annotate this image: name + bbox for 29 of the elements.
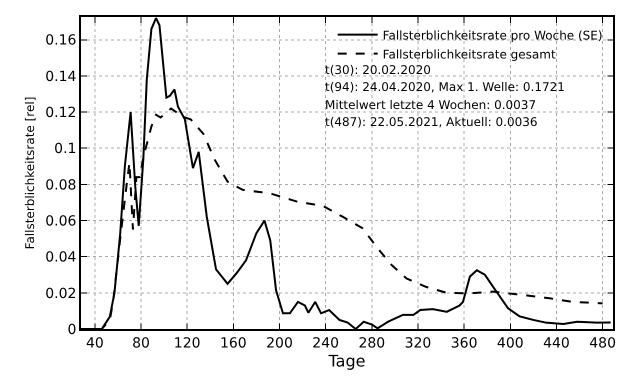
y-tick-label: 0.08 (45, 177, 76, 194)
x-tick-label: 160 (220, 336, 247, 352)
y-tick-label: 0.04 (45, 250, 77, 266)
y-tick-label: 0.14 (45, 68, 77, 85)
x-tick-label: 440 (543, 336, 570, 352)
y-axis-title: Fallsterblichkeitsrate [rel] (23, 96, 38, 250)
y-tick-label: 0.06 (45, 213, 77, 230)
x-axis-title: Tage (328, 352, 366, 371)
x-tick-label: 40 (86, 336, 104, 352)
x-tick-label: 80 (132, 336, 150, 352)
y-tick-label: 0.16 (45, 32, 77, 49)
legend-label: Fallsterblichkeitsrate pro Woche (SE) (382, 28, 603, 42)
annotation: t(94): 24.04.2020, Max 1. Welle: 0.1721 (325, 80, 565, 94)
x-tick-label: 360 (450, 336, 478, 352)
x-tick-label: 320 (404, 336, 432, 352)
x-tick-label: 120 (174, 336, 201, 352)
annotation: t(30): 20.02.2020 (325, 63, 431, 77)
x-tick-label: 240 (312, 336, 340, 352)
annotation: t(487): 22.05.2021, Aktuell: 0.0036 (325, 115, 538, 129)
y-tick-label: 0.02 (45, 286, 76, 302)
y-tick-label: 0.1 (54, 141, 76, 158)
x-tick-label: 280 (358, 336, 386, 352)
y-tick-label: 0 (68, 322, 76, 338)
annotation: Mittelwert letzte 4 Wochen: 0.0037 (325, 98, 536, 112)
y-tick-label: 0.12 (45, 104, 76, 121)
x-tick-label: 200 (266, 336, 293, 352)
x-tick-label: 480 (589, 336, 616, 352)
legend-label: Fallsterblichkeitsrate gesamt (382, 47, 556, 62)
x-tick-label: 400 (496, 336, 524, 352)
